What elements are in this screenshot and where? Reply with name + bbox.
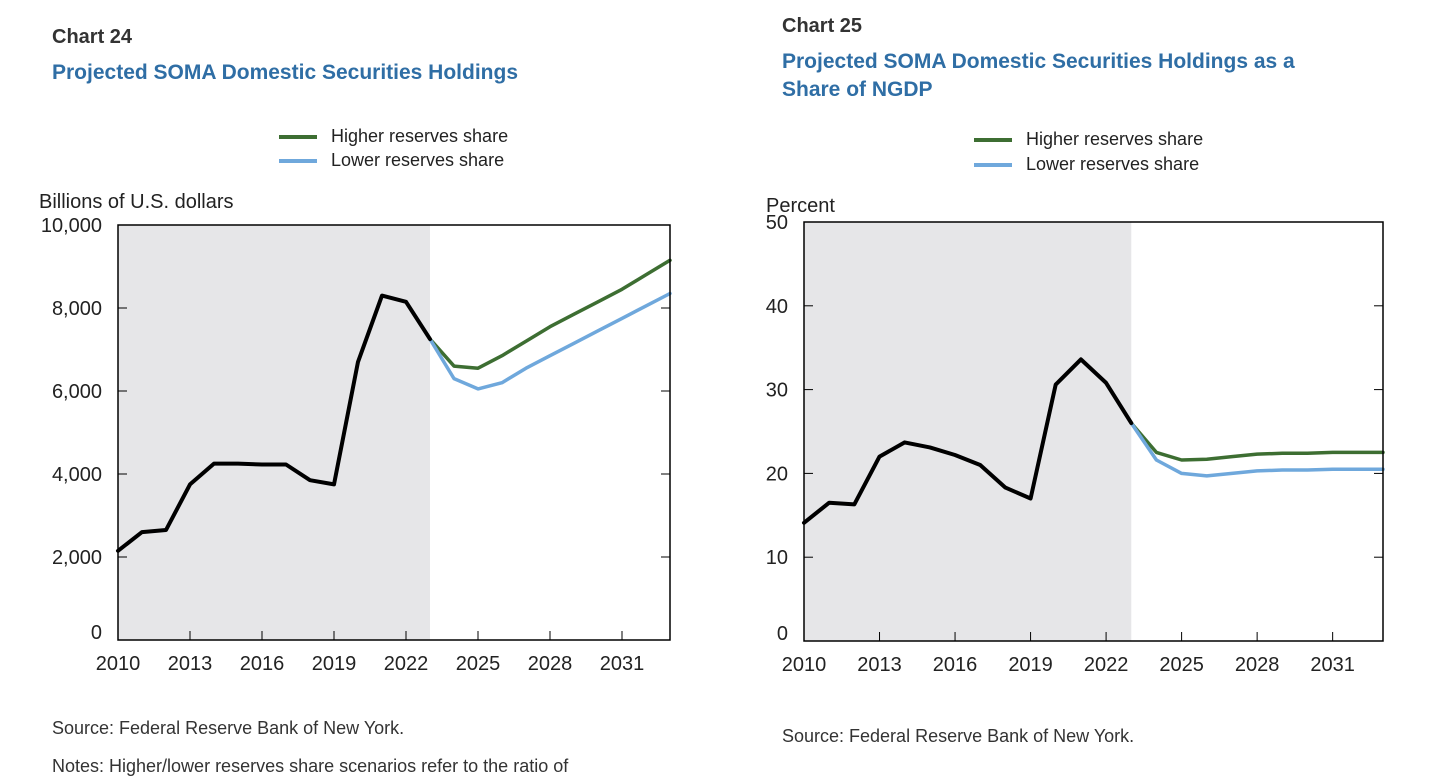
x-tick-label: 2031 — [600, 653, 645, 675]
legend-item-lower: Lower reserves share — [279, 150, 504, 171]
x-tick-label: 2013 — [857, 654, 902, 676]
legend-swatch-lower — [974, 162, 1012, 167]
series-line-historical — [802, 357, 1134, 525]
x-tick-label: 2028 — [1235, 654, 1280, 676]
legend-swatch-higher — [974, 137, 1012, 142]
x-tick-label: 2022 — [1084, 654, 1129, 676]
legend-label-lower: Lower reserves share — [331, 150, 505, 170]
y-tick-label: 0 — [91, 622, 102, 644]
x-tick-label: 2019 — [312, 653, 357, 675]
x-tick-label: 2031 — [1310, 654, 1355, 676]
legend-swatch-lower — [279, 158, 317, 163]
y-tick-label: 10 — [766, 547, 788, 569]
legend-item-higher: Higher reserves share — [279, 126, 508, 147]
x-tick-label: 2019 — [1008, 654, 1053, 676]
legend-label-lower: Lower reserves share — [1026, 154, 1200, 174]
y-axis-label: Billions of U.S. dollars — [39, 191, 234, 213]
y-tick-label: 10,000 — [41, 215, 102, 237]
y-tick-label: 20 — [766, 463, 788, 485]
chart-number: Chart 25 — [782, 15, 863, 37]
y-tick-label: 0 — [777, 623, 788, 645]
x-tick-label: 2025 — [1159, 654, 1204, 676]
x-tick-label: 2022 — [384, 653, 429, 675]
chart-25-plot: 0 10 20 30 40 50 2010 2013 2016 2019 2022 2025 2028 2… — [766, 195, 1385, 676]
historical-shading — [804, 222, 1132, 641]
series-line-historical — [116, 293, 432, 553]
chart-panel-24: Chart 24 Projected SOMA Domestic Securit… — [0, 0, 728, 776]
legend-swatch-higher — [279, 134, 317, 139]
x-tick-label: 2016 — [933, 654, 978, 676]
legend-item-lower: Lower reserves share — [974, 154, 1199, 175]
chart-24-plot: 0 2,000 4,000 6,000 8,000 10,000 2010 2013 2016 2… — [39, 191, 672, 675]
legend-label-higher: Higher reserves share — [331, 126, 509, 146]
series-line-higher — [1129, 421, 1385, 462]
x-tick-label: 2025 — [456, 653, 501, 675]
y-tick-label: 2,000 — [52, 547, 102, 569]
chart-title: Projected SOMA Domestic Securities Holdi… — [52, 61, 518, 84]
y-axis-label: Percent — [766, 195, 835, 217]
x-tick-label: 2028 — [528, 653, 573, 675]
source-text: Source: Federal Reserve Bank of New York… — [782, 726, 1135, 746]
chart-panel-25: Chart 25 Projected SOMA Domestic Securit… — [728, 0, 1456, 765]
source-text: Source: Federal Reserve Bank of New York… — [52, 718, 405, 738]
series-line-lower — [1129, 421, 1385, 478]
y-tick-label: 6,000 — [52, 381, 102, 403]
y-tick-label: 50 — [766, 212, 788, 234]
plot-frame — [117, 224, 671, 641]
legend-item-higher: Higher reserves share — [974, 129, 1203, 150]
y-tick-label: 8,000 — [52, 298, 102, 320]
note-text: Notes: Higher/lower reserves share scena… — [52, 756, 569, 776]
chart-title-line-2: Share of NGDP — [782, 78, 933, 101]
x-tick-label: 2016 — [240, 653, 285, 675]
x-tick-label: 2010 — [96, 653, 141, 675]
chart-number: Chart 24 — [52, 26, 133, 48]
y-tick-label: 30 — [766, 380, 788, 402]
chart-title-line-1: Projected SOMA Domestic Securities Holdi… — [782, 50, 1295, 73]
plot-frame — [803, 221, 1384, 642]
historical-shading — [118, 225, 430, 640]
x-tick-label: 2010 — [782, 654, 827, 676]
series-line-higher — [428, 258, 672, 370]
series-line-lower — [428, 291, 672, 391]
x-tick-label: 2013 — [168, 653, 213, 675]
y-tick-label: 4,000 — [52, 464, 102, 486]
y-tick-label: 40 — [766, 296, 788, 318]
legend-label-higher: Higher reserves share — [1026, 129, 1204, 149]
